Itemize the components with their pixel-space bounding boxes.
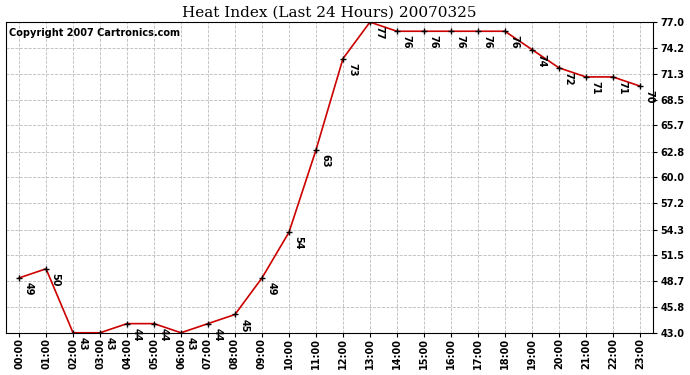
Text: 49: 49	[23, 282, 33, 296]
Text: 76: 76	[428, 35, 438, 49]
Text: 43: 43	[185, 337, 195, 350]
Text: 49: 49	[266, 282, 276, 296]
Title: Heat Index (Last 24 Hours) 20070325: Heat Index (Last 24 Hours) 20070325	[182, 6, 477, 20]
Text: 71: 71	[617, 81, 627, 94]
Text: 74: 74	[536, 54, 546, 67]
Text: Copyright 2007 Cartronics.com: Copyright 2007 Cartronics.com	[9, 28, 180, 38]
Text: 72: 72	[563, 72, 573, 86]
Text: 63: 63	[320, 154, 330, 168]
Text: 45: 45	[239, 319, 249, 332]
Text: 76: 76	[455, 35, 465, 49]
Text: 77: 77	[374, 26, 384, 40]
Text: 76: 76	[482, 35, 492, 49]
Text: 43: 43	[77, 337, 87, 350]
Text: 71: 71	[590, 81, 600, 94]
Text: 43: 43	[104, 337, 115, 350]
Text: 76: 76	[509, 35, 519, 49]
Text: 50: 50	[50, 273, 60, 286]
Text: 54: 54	[293, 236, 303, 250]
Text: 70: 70	[644, 90, 654, 104]
Text: 76: 76	[401, 35, 411, 49]
Text: 44: 44	[212, 328, 222, 341]
Text: 44: 44	[131, 328, 141, 341]
Text: 73: 73	[347, 63, 357, 76]
Text: 44: 44	[158, 328, 168, 341]
